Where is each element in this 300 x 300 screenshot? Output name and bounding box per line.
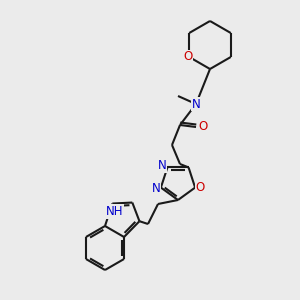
- Text: NH: NH: [106, 205, 123, 218]
- Text: O: O: [198, 121, 208, 134]
- Text: N: N: [192, 98, 200, 110]
- Text: O: O: [196, 181, 205, 194]
- Text: N: N: [158, 159, 167, 172]
- Text: O: O: [184, 50, 193, 64]
- Text: N: N: [152, 182, 160, 195]
